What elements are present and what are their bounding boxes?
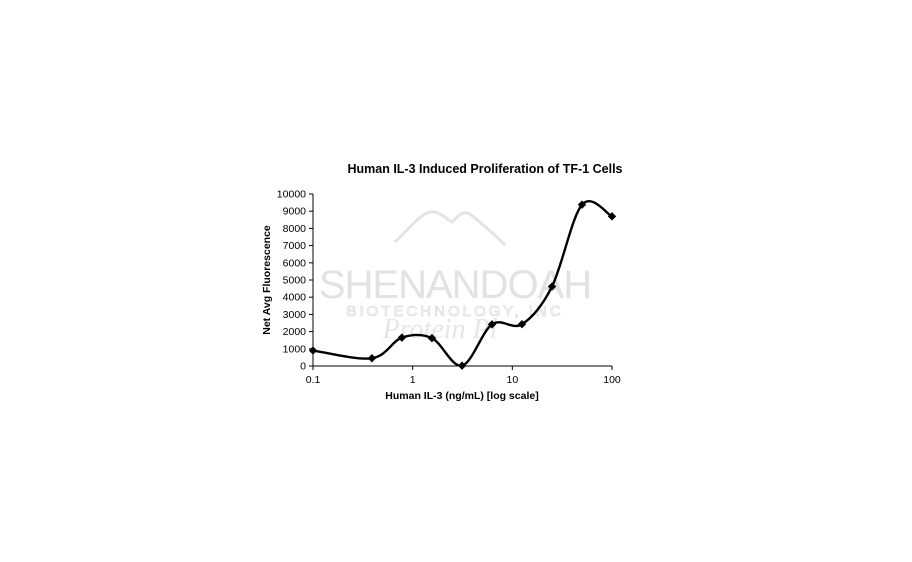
y-tick-label: 2000 (283, 326, 307, 338)
data-point-marker (457, 361, 467, 370)
y-axis-label: Net Avg Fluorescence (261, 225, 273, 335)
y-tick-label: 3000 (283, 309, 307, 321)
watermark-mountain-logo (393, 210, 507, 247)
watermark-line2: BIOTECHNOLOGY, INC (346, 303, 563, 320)
watermark-line1: SHENANDOAH (319, 263, 591, 307)
data-point-marker (427, 333, 437, 343)
x-tick-label: 0.1 (306, 374, 321, 386)
data-point-marker (397, 333, 407, 342)
data-point-marker (487, 320, 497, 329)
x-axis-label: Human IL-3 (ng/mL) [log scale] (385, 390, 538, 402)
y-tick-label: 10000 (277, 189, 306, 201)
data-point-marker (517, 320, 527, 329)
data-point-marker (577, 200, 587, 209)
data-point-marker (607, 212, 617, 221)
y-tick-label: 9000 (283, 206, 307, 218)
y-tick-label: 0 (300, 361, 306, 373)
chart-title: Human IL-3 Induced Proliferation of TF-1… (347, 162, 622, 176)
series-line (312, 200, 613, 367)
x-tick-label: 10 (506, 374, 518, 386)
y-axis-ticks: 0 1000 2000 3000 4000 5000 6000 7000 8000 9000 100… (277, 189, 313, 373)
y-tick-label: 1000 (283, 343, 307, 355)
y-tick-label: 6000 (283, 257, 307, 269)
y-tick-label: 8000 (283, 223, 307, 235)
x-tick-label: 1 (410, 374, 416, 386)
watermark: SHENANDOAH BIOTECHNOLOGY, INC Protein Pl (319, 210, 592, 345)
y-tick-label: 4000 (283, 292, 307, 304)
data-point-marker (308, 346, 318, 355)
y-tick-label: 7000 (283, 240, 307, 252)
data-point-marker (547, 282, 557, 291)
x-axis-ticks: 0.1 1 10 100 (306, 366, 621, 386)
x-tick-label: 100 (603, 374, 621, 386)
data-markers (308, 200, 617, 370)
data-point-marker (367, 354, 377, 363)
y-tick-label: 5000 (283, 275, 307, 287)
